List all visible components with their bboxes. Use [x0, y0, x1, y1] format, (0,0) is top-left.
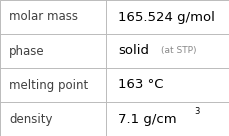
Text: melting point: melting point — [9, 78, 88, 92]
Text: 163 °C: 163 °C — [118, 78, 164, 92]
Text: phase: phase — [9, 44, 45, 58]
Text: 165.524 g/mol: 165.524 g/mol — [118, 10, 215, 24]
Text: molar mass: molar mass — [9, 10, 78, 24]
Text: (at STP): (at STP) — [161, 47, 197, 55]
Text: solid: solid — [118, 44, 149, 58]
Text: density: density — [9, 112, 53, 126]
Text: 3: 3 — [195, 107, 200, 116]
Text: 7.1 g/cm: 7.1 g/cm — [118, 112, 177, 126]
